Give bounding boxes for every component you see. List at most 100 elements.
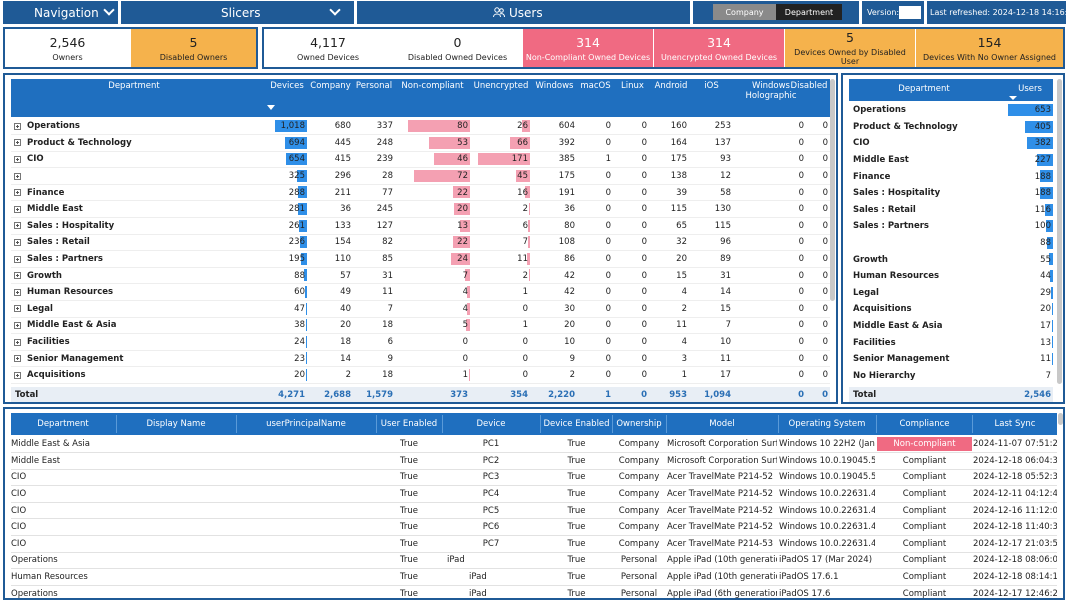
column-header[interactable]: User Enabled [380,419,438,429]
column-header[interactable]: Unencrypted [473,81,529,91]
expand-icon[interactable] [14,172,21,180]
column-header[interactable]: Disabled [790,81,828,91]
expand-icon[interactable] [14,305,21,313]
column-header[interactable]: Company [310,81,351,91]
table-row[interactable]: Legal 29 [849,285,1053,302]
table-row[interactable]: Senior Management 11 [849,351,1053,368]
column-header[interactable]: Device Enabled [543,419,610,429]
expand-icon[interactable] [14,155,21,163]
column-header[interactable]: Windows [535,81,574,91]
expand-icon[interactable] [14,272,21,280]
table-row[interactable]: Sales : Retail 116 [849,202,1053,219]
table-row[interactable]: Sales : Hospitality 188 [849,185,1053,202]
expand-icon[interactable] [14,122,21,130]
table-row[interactable]: Facilities 24 18 6 0 0 10 0 0 4 10 0 0 [11,334,830,351]
table-row[interactable]: Middle East & Asia True PC1 True Company Micr… [11,436,1057,453]
table-row[interactable]: Middle East True PC2 True Company Microsoft C… [11,453,1057,470]
table-row[interactable]: Human Resources True iPad True Personal Apple… [11,569,1057,586]
table-row[interactable]: Acquisitions 20 [849,301,1053,318]
column-header[interactable]: Device [476,419,506,429]
table-row[interactable]: Growth 55 [849,251,1053,268]
table-row[interactable]: Senior Management 23 14 9 0 0 9 0 0 3 11 0 0 [11,350,830,368]
table-row[interactable]: Human Resources 44 [849,268,1053,285]
table-row[interactable]: Product & Technology 405 [849,119,1053,136]
expand-icon[interactable] [14,321,21,329]
value-cell: 288 [288,187,305,198]
table-row[interactable]: Operations True iPad True Personal Apple iPad… [11,585,1057,598]
expand-icon[interactable] [14,205,21,213]
table-row[interactable]: Sales : Partners 100 [849,218,1053,235]
table-row[interactable]: Sales : Retail 236 154 82 22 7 108 0 0 32 96 0 0 [11,234,830,252]
column-header[interactable]: Personal [355,81,393,91]
slicers-dropdown[interactable]: Slicers [121,1,354,24]
department-cell [853,235,1003,252]
column-header[interactable]: Model [709,419,735,429]
table-row[interactable]: Middle East & Asia 17 [849,318,1053,335]
table-row[interactable]: 325 296 28 72 45 175 0 0 138 12 0 0 [11,168,830,185]
column-header[interactable]: Android [654,81,688,91]
expand-icon[interactable] [14,371,21,379]
table-row[interactable]: Middle East 227 [849,152,1053,169]
column-header[interactable]: Ownership [616,419,662,429]
table-row[interactable]: CIO 382 [849,135,1053,152]
value-cell: 15 [676,270,687,281]
users-scrollbar[interactable] [1057,79,1062,384]
column-header[interactable]: Non-compliant [401,81,464,91]
table-row[interactable]: Finance 188 [849,168,1053,185]
table-row[interactable]: Sales : Hospitality 261 133 127 13 6 80 0 0 65 115… [11,218,830,235]
navigation-dropdown[interactable]: Navigation [3,1,118,24]
column-header[interactable]: Linux [621,81,644,91]
table-row[interactable]: CIO True PC7 True Company Acer TravelMate P21… [11,536,1057,553]
table-row[interactable]: 88 [849,235,1053,252]
table-row[interactable]: CIO True PC4 True Company Acer TravelMate P21… [11,486,1057,503]
table-row[interactable]: Human Resources 60 49 11 4 1 42 0 0 4 14 0 0 [11,284,830,301]
table-row[interactable]: Operations 653 [849,102,1053,119]
expand-icon[interactable] [14,355,21,363]
expand-icon[interactable] [14,222,21,230]
column-header[interactable]: Operating System [788,419,866,429]
column-header[interactable]: Compliance [899,419,950,429]
table-row[interactable]: Sales : Partners 195 110 85 24 11 86 0 0 20 89 0 0 [11,251,830,268]
expand-icon[interactable] [14,238,21,246]
toggle-company[interactable]: Company [713,4,776,20]
column-divider [972,415,973,433]
value-cell: 154 [334,237,351,248]
table-row[interactable]: CIO True PC6 True Company Acer TravelMate P21… [11,519,1057,536]
column-header[interactable]: Users [1018,84,1042,94]
table-row[interactable]: Operations True iPad True Personal Apple iPad… [11,552,1057,570]
table-row[interactable]: Finance 288 211 77 22 16 191 0 0 39 58 0 0 [11,184,830,202]
table-row[interactable]: Middle East 281 36 245 20 2 36 0 0 115 130 0 0 [11,201,830,218]
column-header[interactable]: Department [37,419,89,429]
column-header[interactable]: Display Name [146,419,206,429]
table-row[interactable]: CIO 654 415 239 46 171 385 1 0 175 93 0 0 [11,151,830,169]
column-header[interactable]: Department [898,84,950,94]
table-row[interactable]: No Hierarchy 7 [849,368,1053,385]
detail-cell: Compliant [902,505,947,516]
table-row[interactable]: Acquisitions 20 2 18 1 0 2 0 0 1 17 0 0 [11,367,830,384]
column-header[interactable]: Devices [270,81,304,91]
detail-cell [117,469,235,486]
column-header[interactable]: macOS [580,81,611,91]
table-row[interactable]: Product & Technology 694 445 248 53 66 392 0 0 16… [11,135,830,152]
table-row[interactable]: Legal 47 40 7 4 0 30 0 0 2 15 0 0 [11,301,830,318]
table-row[interactable]: Facilities 13 [849,334,1053,351]
column-header[interactable]: Windows Holographic [745,81,797,101]
expand-icon[interactable] [14,338,21,346]
expand-icon[interactable] [14,288,21,296]
toggle-department[interactable]: Department [776,4,842,20]
value-cell: 23 [294,353,305,364]
column-header[interactable]: iOS [704,81,719,91]
table-row[interactable]: CIO True PC5 True Company Acer TravelMate P21… [11,502,1057,520]
column-header[interactable]: Last Sync [994,419,1036,429]
expand-icon[interactable] [14,139,21,147]
device-scrollbar[interactable] [830,79,835,301]
table-row[interactable]: Middle East & Asia 38 20 18 5 1 20 0 0 11 7 0 0 [11,317,830,335]
column-header[interactable]: userPrincipalName [266,419,346,429]
expand-icon[interactable] [14,189,21,197]
table-row[interactable]: CIO True PC3 True Company Acer TravelMate P21… [11,469,1057,487]
expand-icon[interactable] [14,255,21,263]
column-header[interactable]: Department [108,81,160,91]
detail-scrollbar[interactable] [1058,413,1063,425]
table-row[interactable]: Operations 1,018 680 337 80 26 604 0 0 160 253 0 0 [11,118,830,135]
table-row[interactable]: Growth 88 57 31 7 2 42 0 0 15 31 0 0 [11,267,830,285]
